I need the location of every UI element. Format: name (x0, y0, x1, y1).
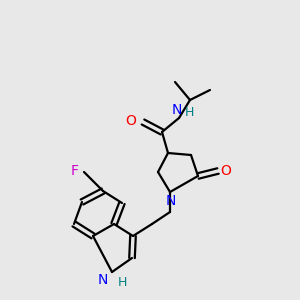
Text: H: H (184, 106, 194, 119)
Text: N: N (166, 194, 176, 208)
Text: O: O (220, 164, 231, 178)
Text: N: N (98, 273, 108, 287)
Text: N: N (172, 103, 182, 117)
Text: O: O (125, 114, 136, 128)
Text: F: F (71, 164, 79, 178)
Text: H: H (118, 275, 128, 289)
